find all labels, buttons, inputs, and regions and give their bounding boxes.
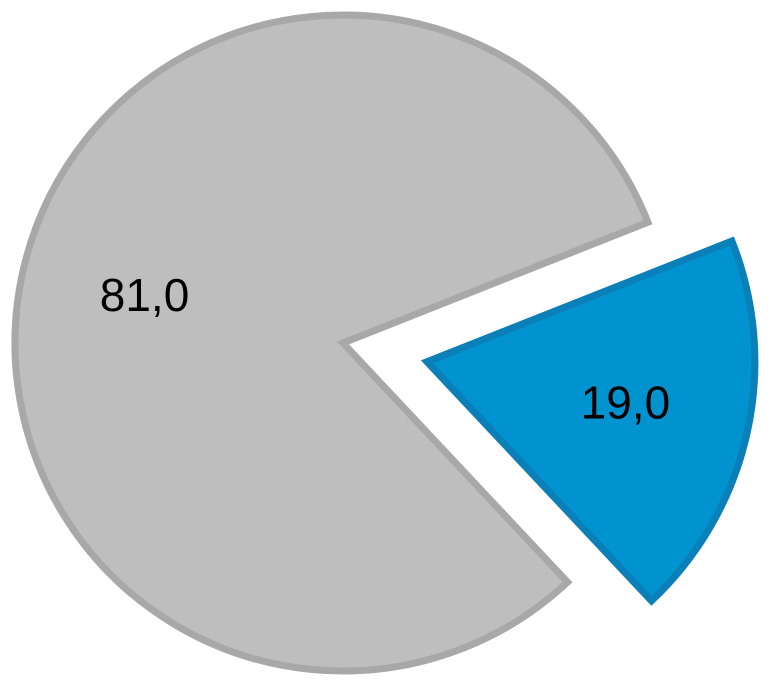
pie-slices (11, 11, 759, 675)
pie-labels: 19,0 81,0 (100, 269, 670, 428)
pie-slice-label-0: 81,0 (100, 269, 190, 321)
pie-slice-label-1: 19,0 (581, 376, 671, 428)
pie-slice-1 (420, 236, 759, 606)
pie-slice-0 (11, 11, 653, 675)
